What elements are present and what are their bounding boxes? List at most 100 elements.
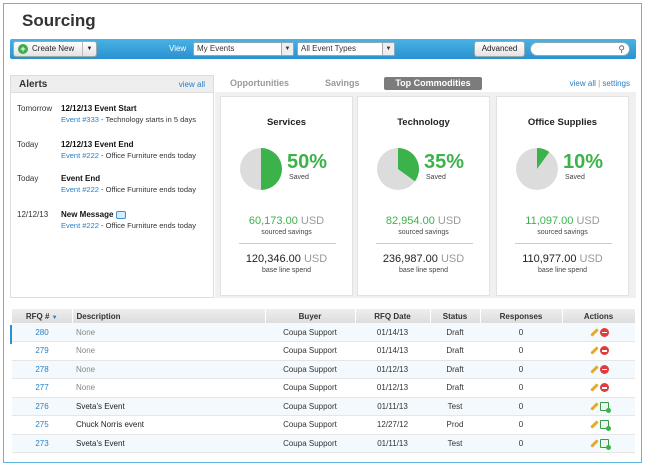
- alert-when: Tomorrow: [17, 104, 53, 113]
- view-select-value: My Events: [197, 44, 235, 53]
- commodities-view-all-link[interactable]: view all: [569, 79, 596, 88]
- alert-detail-text: - Office Furniture ends today: [98, 221, 196, 230]
- sort-down-icon[interactable]: ▼: [51, 314, 58, 321]
- event-link[interactable]: Event #222: [61, 151, 99, 160]
- pencil-icon[interactable]: [589, 346, 598, 355]
- delete-icon[interactable]: [599, 364, 609, 374]
- alert-headline-text: New Message: [61, 210, 114, 219]
- event-link[interactable]: Event #222: [61, 221, 99, 230]
- rfq-link[interactable]: 278: [12, 360, 72, 379]
- baseline-spend-label: base line spend: [537, 267, 588, 274]
- rfq-link[interactable]: 275: [12, 415, 72, 435]
- commodities-tabs: Opportunities Savings Top Commodities vi…: [218, 75, 636, 92]
- currency-unit: USD: [437, 215, 462, 227]
- alert-detail: Event #333 - Technology starts in 5 days: [61, 115, 196, 124]
- search-icon[interactable]: ⚲: [618, 44, 625, 54]
- event-type-select[interactable]: All Event Types ▼: [297, 42, 395, 56]
- chevron-down-icon[interactable]: ▼: [82, 42, 96, 56]
- delete-icon[interactable]: [599, 327, 609, 337]
- column-header-buyer[interactable]: Buyer: [265, 309, 356, 323]
- pencil-icon[interactable]: [589, 328, 598, 337]
- chevron-down-icon: ▼: [281, 43, 293, 55]
- buyer-cell: Coupa Support: [265, 415, 355, 435]
- responses-cell: 0: [480, 323, 562, 342]
- message-icon[interactable]: [116, 210, 127, 219]
- table-row[interactable]: 278 None Coupa Support 01/12/13 Draft 0: [12, 360, 635, 379]
- responses-cell: 0: [480, 341, 562, 361]
- currency-unit: USD: [576, 215, 600, 227]
- rfq-link[interactable]: 276: [12, 397, 72, 416]
- column-header-rfq[interactable]: RFQ # ▼: [12, 309, 73, 323]
- event-link[interactable]: Event #222: [61, 185, 99, 194]
- column-header-status[interactable]: Status: [430, 309, 481, 323]
- column-header-responses[interactable]: Responses: [480, 309, 563, 323]
- status-cell: Test: [430, 397, 480, 416]
- divider: [239, 243, 336, 244]
- rfq-link[interactable]: 273: [12, 434, 72, 453]
- view-select[interactable]: My Events ▼: [193, 42, 294, 56]
- alert-detail: Event #222 - Office Furniture ends today: [61, 185, 196, 194]
- baseline-spend-label: base line spend: [398, 267, 449, 274]
- alerts-header: Alerts view all: [11, 76, 213, 93]
- sourced-savings-amount: 82,954.00: [385, 215, 435, 227]
- event-link[interactable]: Event #333: [61, 115, 99, 124]
- buyer-cell: Coupa Support: [265, 397, 355, 416]
- sourced-savings-value: 60,173.00 USD: [221, 215, 352, 227]
- table-row[interactable]: 277 None Coupa Support 01/12/13 Draft 0: [12, 378, 635, 398]
- table-row[interactable]: 280 None Coupa Support 01/14/13 Draft 0: [12, 323, 635, 342]
- plus-icon: +: [18, 44, 28, 54]
- column-header-rfq-date[interactable]: RFQ Date: [355, 309, 431, 323]
- create-new-button[interactable]: + Create New ▼: [13, 41, 97, 57]
- tab-opportunities[interactable]: Opportunities: [230, 78, 289, 88]
- table-row[interactable]: 273 Sveta's Event Coupa Support 01/11/13 Tes…: [12, 434, 635, 453]
- link-separator: |: [598, 79, 601, 88]
- sourced-savings-value: 82,954.00 USD: [358, 215, 489, 227]
- delete-icon[interactable]: [599, 346, 609, 356]
- report-icon[interactable]: [599, 438, 611, 450]
- currency-unit: USD: [579, 253, 603, 265]
- alert-detail-text: - Office Furniture ends today: [98, 185, 196, 194]
- alert-when: Today: [17, 140, 39, 149]
- buyer-cell: Coupa Support: [265, 360, 355, 379]
- tab-savings[interactable]: Savings: [325, 78, 360, 88]
- report-icon[interactable]: [599, 420, 611, 432]
- chevron-down-icon: ▼: [382, 43, 394, 55]
- settings-link[interactable]: settings: [602, 79, 630, 88]
- pencil-icon[interactable]: [589, 383, 598, 392]
- pencil-icon[interactable]: [589, 365, 598, 374]
- advanced-button[interactable]: Advanced: [474, 41, 525, 57]
- rfq-link[interactable]: 277: [12, 378, 72, 398]
- rfq-link[interactable]: 279: [12, 341, 72, 361]
- selected-row-indicator: [10, 325, 12, 344]
- alert-when: 12/12/13: [17, 210, 49, 219]
- event-type-select-value: All Event Types: [301, 44, 356, 53]
- column-header-description[interactable]: Description: [72, 309, 266, 323]
- pie-slice: [261, 148, 282, 190]
- search-input[interactable]: ⚲: [530, 42, 630, 56]
- sourced-savings-amount: 60,173.00: [248, 215, 298, 227]
- alert-detail-text: - Technology starts in 5 days: [98, 115, 196, 124]
- savings-pie-chart: [240, 148, 282, 190]
- baseline-spend-value: 110,977.00 USD: [497, 253, 628, 265]
- pencil-icon[interactable]: [589, 439, 598, 448]
- rfq-link[interactable]: 280: [12, 323, 72, 342]
- description-cell: Chuck Norris event: [72, 415, 265, 435]
- alert-detail-text: - Office Furniture ends today: [98, 151, 196, 160]
- sourced-savings-label: sourced savings: [398, 229, 449, 236]
- tab-top-commodities[interactable]: Top Commodities: [384, 77, 482, 90]
- commodities-panel: Services 50% Saved 60,173.00 USD sourced…: [215, 92, 636, 298]
- table-row[interactable]: 279 None Coupa Support 01/14/13 Draft 0: [12, 341, 635, 361]
- status-cell: Prod: [430, 415, 480, 435]
- delete-icon[interactable]: [599, 383, 609, 393]
- sourced-savings-label: sourced savings: [537, 229, 588, 236]
- pencil-icon[interactable]: [589, 402, 598, 411]
- report-icon[interactable]: [599, 401, 611, 413]
- savings-pie-chart: [377, 148, 419, 190]
- table-row[interactable]: 276 Sveta's Event Coupa Support 01/11/13 Tes…: [12, 397, 635, 416]
- table-row[interactable]: 275 Chuck Norris event Coupa Support 12/27/…: [12, 415, 635, 435]
- rfq-table: RFQ # ▼ Description Buyer RFQ Date Statu…: [12, 309, 636, 453]
- saved-label: Saved: [289, 174, 309, 181]
- actions-cell: [562, 397, 635, 416]
- alerts-view-all-link[interactable]: view all: [178, 80, 205, 89]
- pencil-icon[interactable]: [589, 420, 598, 429]
